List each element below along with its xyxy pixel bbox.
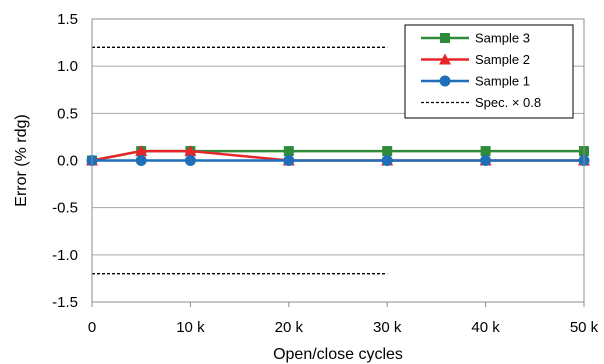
series-sample-2 [86,145,590,166]
data-point [135,145,148,157]
data-point [184,145,197,157]
x-tick-label: 30 k [373,319,402,336]
spec-lines [92,46,388,275]
y-axis-label: Error (% rdg) [13,114,30,206]
legend-marker [440,33,450,43]
legend-item: Spec. × 0.8 [421,95,541,110]
series-line [91,149,584,162]
series-line [91,149,584,162]
y-tick-label: 0.5 [57,105,78,122]
plot-area-frame [91,18,585,303]
series-sample-1 [86,155,590,166]
legend-label: Spec. × 0.8 [475,95,541,110]
data-point [184,155,196,166]
y-tick-label: 1.0 [57,58,78,75]
data-point [480,146,491,157]
data-point [135,155,147,166]
series-sample-3 [87,146,589,166]
x-axis-ticks: 0 10 k 20 k 30 k 40 k 50 k [88,302,599,336]
x-tick-label: 40 k [471,319,500,336]
data-point [480,155,492,166]
series-group [86,145,590,166]
legend-marker [439,75,451,87]
y-tick-label: 1.5 [57,11,78,28]
data-point [283,146,294,157]
legend-item: Sample 1 [421,74,530,89]
x-tick-label: 10 k [176,319,205,336]
legend-label: Sample 2 [475,52,530,67]
x-tick-label: 0 [88,319,96,336]
x-axis-label: Open/close cycles [273,346,403,363]
y-tick-label: 0.0 [57,153,78,170]
legend-item: Sample 2 [421,52,530,67]
legend: Sample 3 Sample 2 Sample 1 Spec. × 0.8 [404,24,574,119]
legend-label: Sample 1 [475,74,530,89]
legend-marker [439,53,451,65]
y-tick-label: -1.0 [52,247,78,264]
y-axis-ticks: 1.5 1.0 0.5 0.0 -0.5 -1.0 -1.5 [52,11,78,311]
data-point [381,155,393,166]
data-point [283,155,295,166]
legend-item: Sample 3 [421,31,530,46]
y-tick-label: -1.5 [52,294,78,311]
data-point [382,146,393,157]
x-tick-label: 50 k [570,319,599,336]
y-tick-label: -0.5 [52,200,78,217]
x-tick-label: 20 k [275,319,304,336]
legend-label: Sample 3 [475,31,530,46]
